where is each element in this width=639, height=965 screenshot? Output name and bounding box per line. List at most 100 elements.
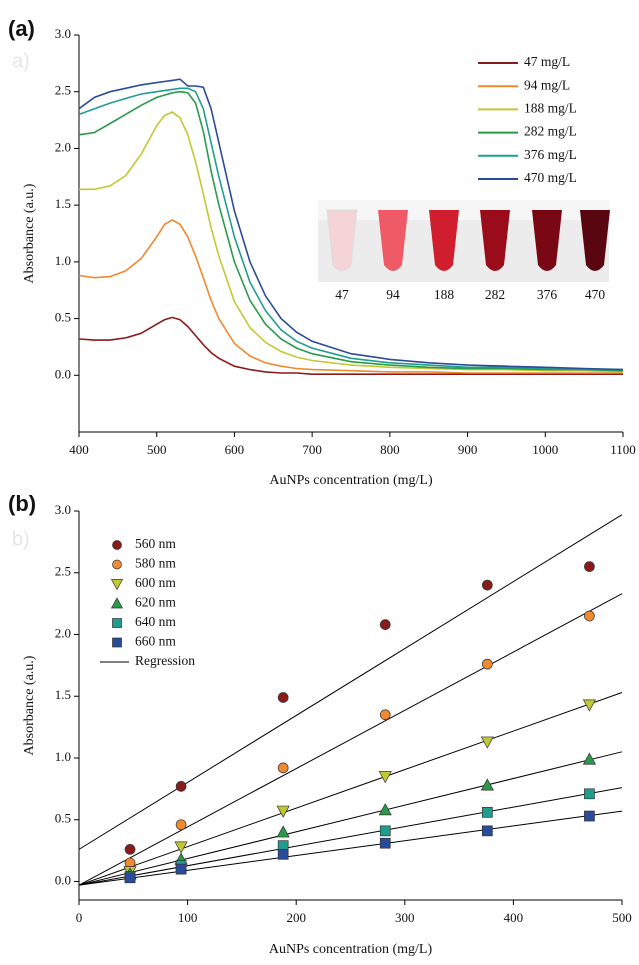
x-axis-title: AuNPs concentration (mg/L)	[269, 473, 433, 488]
marker	[277, 692, 289, 703]
x-tick-label: 400	[69, 442, 89, 457]
y-tick-label: 3.0	[55, 26, 71, 41]
y-tick-label: 3.0	[55, 502, 71, 517]
y-tick-label: 0.0	[55, 872, 71, 887]
marker	[112, 540, 122, 550]
marker	[124, 872, 136, 884]
regression-line	[78, 593, 623, 886]
marker	[480, 736, 494, 749]
legend-label: 188 mg/L	[524, 100, 577, 115]
marker	[379, 619, 391, 630]
y-tick-label: 0.5	[55, 310, 71, 325]
y-tick-label: 2.0	[55, 625, 71, 640]
legend-label: 470 mg/L	[524, 170, 577, 185]
y-tick-label: 0.5	[55, 811, 71, 826]
y-axis-title: Absorbance (a.u.)	[22, 183, 37, 283]
spectrum-line	[79, 111, 624, 373]
y-tick-label: 2.5	[55, 83, 71, 98]
y-tick-label: 1.5	[55, 196, 71, 211]
spectrum-line	[78, 87, 623, 371]
marker	[276, 805, 290, 818]
spectrum-line	[78, 218, 623, 374]
marker	[175, 863, 187, 875]
x-tick-label: 500	[147, 442, 167, 457]
x-tick-label: 1000	[532, 442, 558, 457]
marker	[277, 848, 289, 860]
y-tick-label: 1.0	[55, 253, 71, 268]
y-tick-label: 1.0	[55, 749, 71, 764]
marker	[378, 803, 392, 816]
x-tick-label: 600	[225, 442, 245, 457]
marker	[481, 806, 493, 818]
y-axis-title: Absorbance (a.u.)	[22, 655, 37, 755]
legend-label: 620 nm	[135, 595, 176, 610]
x-axis-title: AuNPs concentration (mg/L)	[269, 942, 433, 957]
y-tick-label: 1.5	[55, 687, 71, 702]
marker	[112, 637, 122, 648]
inset-photo	[318, 200, 610, 282]
x-tick-label: 100	[178, 910, 198, 925]
panel-watermark: b)	[12, 528, 30, 550]
panel-label: (a)	[8, 16, 35, 41]
y-tick-label: 0.0	[55, 366, 71, 381]
legend-label: 94 mg/L	[524, 77, 570, 92]
x-tick-label: 300	[395, 910, 415, 925]
marker	[175, 781, 187, 792]
marker	[481, 579, 493, 591]
spectrum-line	[78, 90, 624, 372]
marker	[480, 778, 494, 791]
marker	[584, 788, 595, 800]
inset-label: 376	[537, 287, 558, 302]
marker	[112, 618, 122, 628]
regression-line	[78, 514, 623, 850]
marker	[175, 819, 187, 831]
x-tick-label: 700	[302, 442, 322, 457]
marker	[379, 825, 391, 837]
x-tick-label: 900	[458, 442, 478, 457]
legend-label: 660 nm	[135, 634, 176, 649]
legend-label: 600 nm	[135, 575, 176, 590]
marker	[124, 844, 136, 855]
legend-label: 640 nm	[135, 614, 176, 629]
marker	[112, 559, 122, 570]
spectrum-line	[78, 78, 624, 371]
marker	[481, 658, 493, 670]
panel-watermark: a)	[12, 50, 30, 72]
regression-line	[78, 810, 623, 886]
legend-label: 47 mg/L	[524, 54, 570, 69]
marker	[110, 597, 124, 609]
panel-label: (b)	[8, 491, 36, 516]
x-tick-label: 1100	[610, 442, 636, 457]
inset-label: 94	[386, 287, 400, 302]
regression-line	[78, 692, 623, 886]
marker	[584, 610, 595, 622]
x-tick-label: 400	[504, 910, 524, 925]
marker	[481, 825, 493, 837]
marker	[584, 561, 595, 572]
marker	[379, 837, 391, 849]
y-tick-label: 2.0	[55, 139, 71, 154]
inset-label: 282	[485, 287, 505, 302]
marker	[582, 752, 597, 765]
inset-label: 188	[434, 287, 455, 302]
y-tick-label: 2.5	[55, 564, 71, 579]
marker	[379, 709, 391, 721]
legend-label: Regression	[135, 653, 195, 668]
legend-label: 282 mg/L	[524, 124, 577, 139]
x-tick-label: 500	[612, 910, 632, 925]
marker	[110, 579, 124, 591]
x-tick-label: 800	[380, 442, 400, 457]
legend-label: 376 mg/L	[524, 147, 577, 162]
marker	[174, 841, 188, 854]
x-tick-label: 0	[76, 910, 83, 925]
marker	[584, 810, 595, 822]
inset-label: 47	[335, 287, 349, 302]
marker	[277, 762, 289, 774]
marker	[378, 771, 392, 784]
regression-line	[78, 751, 623, 886]
spectrum-line	[78, 316, 623, 375]
legend-label: 580 nm	[135, 556, 176, 571]
marker	[276, 825, 290, 838]
x-tick-label: 200	[286, 910, 306, 925]
